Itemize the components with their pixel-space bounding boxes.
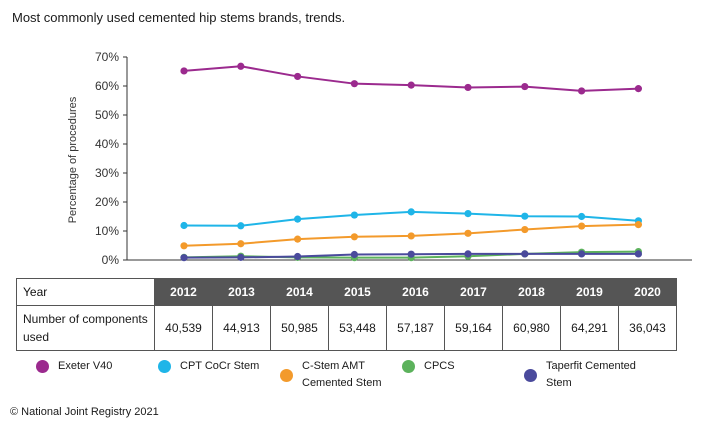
legend-item: CPT CoCr Stem — [158, 358, 268, 375]
data-point — [407, 250, 415, 258]
counts-row: Number of components used 40,539 44,913 50… — [16, 305, 677, 351]
data-point — [407, 232, 415, 240]
legend-label: CPCS — [424, 360, 455, 372]
data-point — [294, 235, 302, 243]
data-point — [180, 221, 188, 230]
y-tick-label: 60% — [95, 79, 119, 93]
data-point — [237, 222, 245, 230]
year-row: Year 2012 2013 2014 2015 2016 2017 2018 2019 202… — [16, 278, 677, 306]
series-cpt-cocr-stem — [180, 208, 643, 230]
legend-marker — [402, 360, 415, 373]
legend-marker — [524, 368, 537, 382]
line-chart: Percentage of procedures 0% 10% 20% 30% 40% 5… — [67, 50, 692, 267]
data-point — [350, 233, 358, 241]
series-c-stem-amt-cemented-stem — [180, 221, 643, 250]
data-point — [294, 72, 302, 81]
legend-label: Exeter V40 — [58, 360, 113, 372]
year-cell: 2017 — [444, 278, 503, 306]
data-point — [634, 221, 643, 229]
component-count-cell: 40,539 — [154, 305, 213, 351]
year-cell: 2014 — [270, 278, 329, 306]
data-point — [578, 87, 586, 95]
year-cell: 2012 — [154, 278, 213, 306]
component-count-cell: 36,043 — [618, 305, 677, 351]
component-count-cell: 59,164 — [444, 305, 503, 351]
data-point — [350, 250, 358, 259]
series-taperfit-cemented-stem — [180, 250, 643, 262]
year-cell: 2020 — [618, 278, 677, 306]
legend-label: CPT CoCr Stem — [180, 360, 260, 372]
data-point — [237, 253, 245, 261]
y-tick-label: 20% — [95, 195, 119, 209]
data-point — [294, 252, 302, 261]
y-tick-label: 30% — [95, 166, 119, 180]
components-table: Year 2012 2013 2014 2015 2016 2017 2018 2019 202… — [16, 278, 677, 351]
chart-legend: Exeter V40 CPT CoCr Stem C-Stem AMT Cement… — [36, 358, 716, 402]
data-point — [350, 80, 358, 88]
component-count-cell: 44,913 — [212, 305, 271, 351]
series-exeter-v40 — [180, 62, 643, 95]
series-group — [180, 62, 643, 262]
y-tick-label: 70% — [95, 50, 119, 64]
data-point — [180, 254, 188, 262]
component-count-cell: 60,980 — [502, 305, 561, 351]
year-cell: 2019 — [560, 278, 619, 306]
legend-item: CPCS — [402, 358, 502, 375]
year-header: Year — [16, 278, 155, 306]
legend-item: Exeter V40 — [36, 358, 136, 375]
year-cell: 2015 — [328, 278, 387, 306]
data-point — [294, 215, 302, 223]
y-tick-label: 50% — [95, 108, 119, 122]
data-point — [634, 250, 643, 258]
data-point — [464, 83, 472, 92]
component-count-cell: 50,985 — [270, 305, 329, 351]
legend-label: Taperfit Cemented Stem — [546, 360, 636, 389]
data-point — [407, 81, 415, 89]
components-row-label: Number of components used — [16, 305, 155, 351]
data-point — [521, 225, 529, 234]
year-cell: 2018 — [502, 278, 561, 306]
data-point — [350, 211, 358, 219]
data-point — [521, 212, 529, 220]
data-point — [464, 229, 472, 237]
data-point — [521, 82, 529, 91]
year-cell: 2013 — [212, 278, 271, 306]
data-point — [180, 242, 188, 250]
legend-label: C-Stem AMT Cemented Stem — [302, 360, 382, 389]
year-cell: 2016 — [386, 278, 445, 306]
data-point — [180, 67, 188, 75]
data-point — [464, 250, 472, 258]
data-point — [407, 208, 415, 216]
legend-marker — [158, 360, 171, 373]
legend-marker — [36, 360, 49, 373]
y-axis-label: Percentage of procedures — [67, 96, 79, 223]
data-point — [237, 240, 245, 248]
copyright-notice: © National Joint Registry 2021 — [10, 406, 159, 418]
data-point — [578, 250, 586, 258]
component-count-cell: 53,448 — [328, 305, 387, 351]
y-axis: 0% 10% 20% 30% 40% 50% 60% 70% — [95, 50, 128, 267]
component-count-cell: 57,187 — [386, 305, 445, 351]
data-point — [237, 62, 245, 70]
data-point — [578, 212, 586, 221]
y-tick-label: 40% — [95, 137, 119, 151]
data-point — [578, 222, 586, 230]
data-point — [521, 250, 529, 258]
data-point — [634, 85, 643, 93]
component-count-cell: 64,291 — [560, 305, 619, 351]
y-tick-label: 10% — [95, 224, 119, 238]
y-tick-label: 0% — [102, 253, 120, 267]
legend-marker — [280, 368, 293, 382]
chart-title: Most commonly used cemented hip stems br… — [12, 10, 346, 25]
legend-item: C-Stem AMT Cemented Stem — [280, 358, 390, 392]
legend-item: Taperfit Cemented Stem — [524, 358, 654, 392]
data-point — [464, 210, 472, 218]
